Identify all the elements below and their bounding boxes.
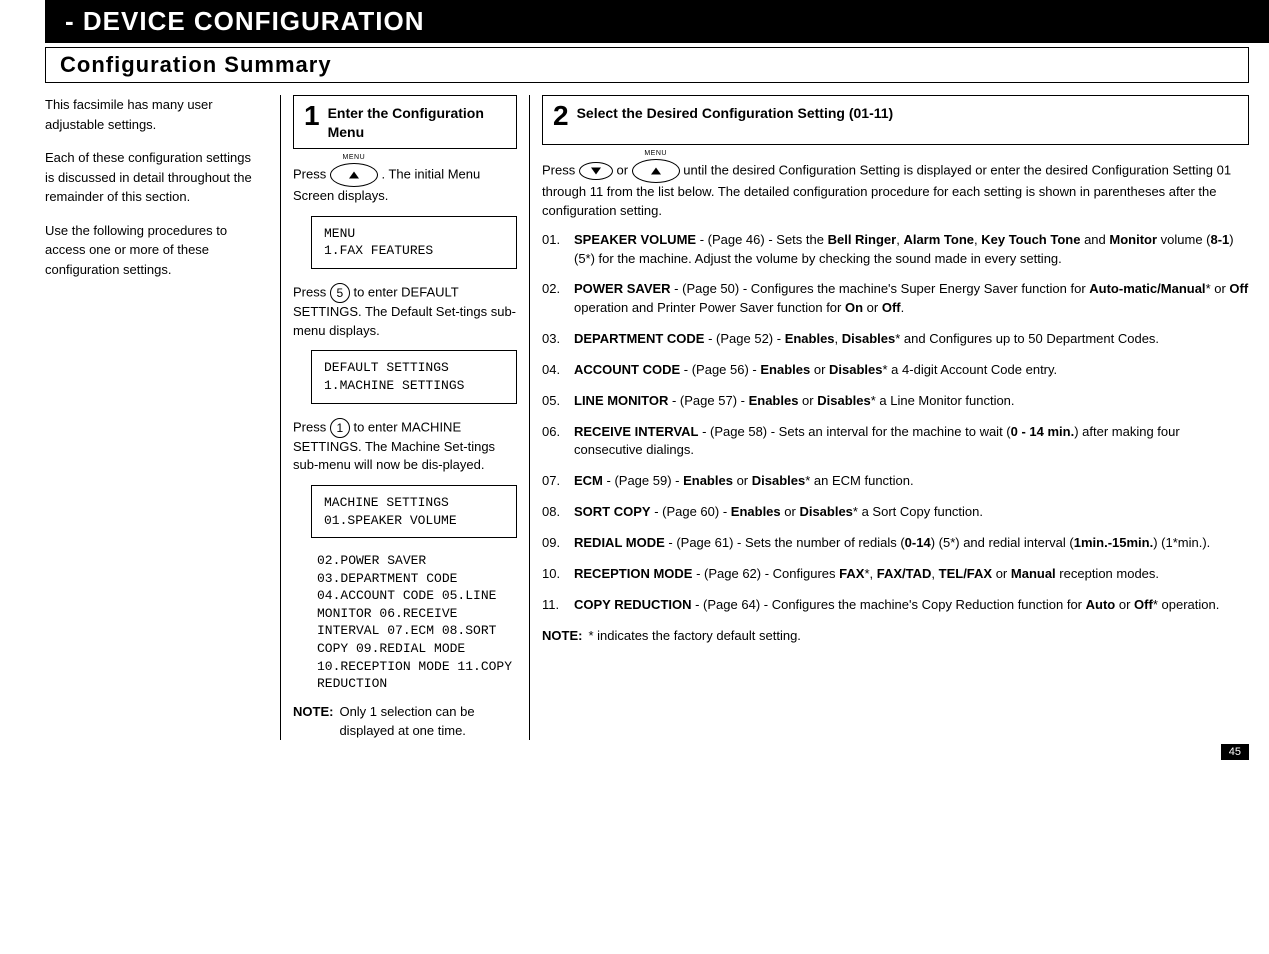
config-item-number: 08. [542, 503, 574, 522]
config-item: 07.ECM - (Page 59) - Enables or Disables… [542, 472, 1249, 491]
text: Press [293, 166, 330, 181]
down-button-icon [579, 162, 613, 180]
menu-up-button-icon [330, 163, 378, 187]
config-item-number: 09. [542, 534, 574, 553]
config-item-number: 01. [542, 231, 574, 269]
config-item-number: 03. [542, 330, 574, 349]
config-item: 05.LINE MONITOR - (Page 57) - Enables or… [542, 392, 1249, 411]
config-item: 03.DEPARTMENT CODE - (Page 52) - Enables… [542, 330, 1249, 349]
config-item-body: DEPARTMENT CODE - (Page 52) - Enables, D… [574, 330, 1249, 349]
text: Press [293, 284, 330, 299]
config-item-body: POWER SAVER - (Page 50) - Configures the… [574, 280, 1249, 318]
step1-press-5: Press 5 to enter DEFAULT SETTINGS. The D… [293, 283, 517, 341]
step1-note: NOTE: Only 1 selection can be displayed … [293, 703, 517, 741]
config-item: 10.RECEPTION MODE - (Page 62) - Configur… [542, 565, 1249, 584]
intro-p3: Use the following procedures to access o… [45, 221, 262, 280]
intro-p1: This facsimile has many user adjustable … [45, 95, 262, 134]
step2-number: 2 [553, 102, 569, 130]
config-item-number: 04. [542, 361, 574, 380]
lcd-display-1: MENU 1.FAX FEATURES [311, 216, 517, 269]
step2-header: 2 Select the Desired Configuration Setti… [542, 95, 1249, 145]
intro-p2: Each of these configuration settings is … [45, 148, 262, 207]
machine-settings-list: 02.POWER SAVER 03.DEPARTMENT CODE 04.ACC… [317, 552, 517, 692]
config-item: 11.COPY REDUCTION - (Page 64) - Configur… [542, 596, 1249, 615]
config-item-body: COPY REDUCTION - (Page 64) - Configures … [574, 596, 1249, 615]
section-title-box: Configuration Summary [45, 47, 1249, 83]
config-item: 09.REDIAL MODE - (Page 61) - Sets the nu… [542, 534, 1249, 553]
configuration-list: 01.SPEAKER VOLUME - (Page 46) - Sets the… [542, 231, 1249, 615]
config-item-body: RECEIVE INTERVAL - (Page 58) - Sets an i… [574, 423, 1249, 461]
config-item-number: 05. [542, 392, 574, 411]
config-item-body: ACCOUNT CODE - (Page 56) - Enables or Di… [574, 361, 1249, 380]
menu-up-button-icon [632, 159, 680, 183]
config-item-number: 02. [542, 280, 574, 318]
key-1-icon: 1 [330, 418, 350, 438]
note-label: NOTE: [293, 703, 333, 741]
note-text: * indicates the factory default setting. [588, 627, 800, 646]
note-label: NOTE: [542, 627, 582, 646]
step1-press-menu: Press . The initial Menu Screen displays… [293, 163, 517, 206]
config-item-body: ECM - (Page 59) - Enables or Disables* a… [574, 472, 1249, 491]
step2-column: 2 Select the Desired Configuration Setti… [530, 95, 1249, 740]
key-5-icon: 5 [330, 283, 350, 303]
text: Press [293, 419, 330, 434]
config-item: 08.SORT COPY - (Page 60) - Enables or Di… [542, 503, 1249, 522]
config-item-body: LINE MONITOR - (Page 57) - Enables or Di… [574, 392, 1249, 411]
config-item: 04.ACCOUNT CODE - (Page 56) - Enables or… [542, 361, 1249, 380]
section-title: Configuration Summary [60, 52, 332, 77]
note-text: Only 1 selection can be displayed at one… [339, 703, 517, 741]
config-item-number: 06. [542, 423, 574, 461]
step1-header: 1 Enter the Configuration Menu [293, 95, 517, 149]
step1-number: 1 [304, 102, 320, 130]
banner-title: - DEVICE CONFIGURATION [45, 0, 1269, 43]
step1-column: 1 Enter the Configuration Menu Press . T… [281, 95, 529, 740]
step1-press-1: Press 1 to enter MACHINE SETTINGS. The M… [293, 418, 517, 476]
text: or [616, 162, 631, 177]
config-item: 06.RECEIVE INTERVAL - (Page 58) - Sets a… [542, 423, 1249, 461]
config-item-number: 10. [542, 565, 574, 584]
config-item: 01.SPEAKER VOLUME - (Page 46) - Sets the… [542, 231, 1249, 269]
config-item-body: RECEPTION MODE - (Page 62) - Configures … [574, 565, 1249, 584]
step2-footnote: NOTE: * indicates the factory default se… [542, 627, 1249, 646]
lcd-display-2: DEFAULT SETTINGS 1.MACHINE SETTINGS [311, 350, 517, 403]
intro-column: This facsimile has many user adjustable … [45, 95, 280, 740]
config-item-body: SORT COPY - (Page 60) - Enables or Disab… [574, 503, 1249, 522]
config-item-number: 07. [542, 472, 574, 491]
config-item: 02.POWER SAVER - (Page 50) - Configures … [542, 280, 1249, 318]
page-number: 45 [1221, 744, 1249, 760]
text: Press [542, 162, 579, 177]
step1-title: Enter the Configuration Menu [328, 102, 506, 142]
lcd-display-3: MACHINE SETTINGS 01.SPEAKER VOLUME [311, 485, 517, 538]
step2-title: Select the Desired Configuration Setting… [577, 102, 894, 123]
config-item-body: SPEAKER VOLUME - (Page 46) - Sets the Be… [574, 231, 1249, 269]
config-item-body: REDIAL MODE - (Page 61) - Sets the numbe… [574, 534, 1249, 553]
config-item-number: 11. [542, 596, 574, 615]
step2-press-instructions: Press or until the desired Configuration… [542, 159, 1249, 221]
